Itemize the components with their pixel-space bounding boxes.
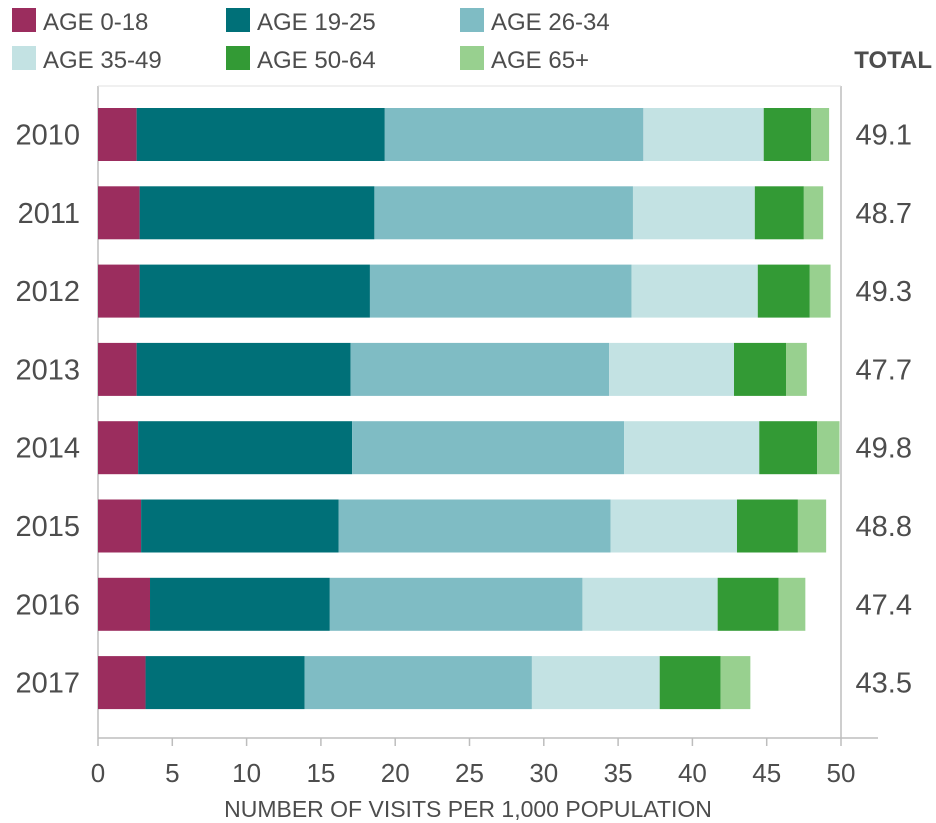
legend-label-2: AGE 19-25 bbox=[257, 9, 376, 36]
bar-2017-segment-1 bbox=[98, 656, 146, 710]
bar-2012-segment-1 bbox=[98, 264, 140, 318]
bar-2014-segment-6 bbox=[817, 421, 840, 475]
bar-2010-segment-5 bbox=[763, 108, 812, 161]
total-value-2013: 47.7 bbox=[856, 354, 912, 386]
bar-2017-segment-3 bbox=[304, 656, 532, 710]
bar-2013-segment-6 bbox=[786, 342, 807, 396]
bar-2010-segment-2 bbox=[136, 108, 385, 161]
bar-2011-segment-5 bbox=[754, 186, 804, 240]
x-axis-title: NUMBER OF VISITS PER 1,000 POPULATION bbox=[224, 796, 712, 822]
bar-2012-segment-3 bbox=[369, 264, 632, 318]
year-label-2015: 2015 bbox=[15, 511, 80, 543]
bar-2016-segment-6 bbox=[778, 577, 806, 631]
legend-label-5: AGE 50-64 bbox=[257, 47, 376, 74]
year-label-2012: 2012 bbox=[15, 276, 80, 308]
x-tick-label-30: 30 bbox=[529, 758, 558, 788]
total-value-2010: 49.1 bbox=[856, 120, 912, 152]
x-tick-label-45: 45 bbox=[752, 758, 781, 788]
plot-frame bbox=[97, 85, 842, 738]
bar-2013-segment-2 bbox=[136, 342, 351, 396]
bar-2012-segment-2 bbox=[139, 264, 370, 318]
x-tick-label-10: 10 bbox=[232, 758, 261, 788]
totals-header: TOTAL bbox=[854, 47, 932, 74]
bar-2017-segment-4 bbox=[531, 656, 660, 710]
x-tick-label-35: 35 bbox=[604, 758, 633, 788]
bar-2014-segment-4 bbox=[624, 421, 760, 475]
bar-2014-segment-1 bbox=[98, 421, 139, 475]
year-label-2017: 2017 bbox=[15, 668, 80, 700]
bar-2010-segment-4 bbox=[643, 108, 764, 161]
bar-2016-segment-3 bbox=[329, 577, 583, 631]
bar-2011-segment-1 bbox=[98, 186, 140, 240]
total-value-2016: 47.4 bbox=[856, 589, 912, 621]
total-value-2011: 48.7 bbox=[856, 198, 912, 230]
bar-2015-segment-3 bbox=[338, 499, 611, 553]
bar-2013-segment-4 bbox=[609, 342, 735, 396]
bar-2012-segment-6 bbox=[809, 264, 831, 318]
totals-column: 49.1 48.7 49.3 47.7 49.8 48.8 47.4 43.5 bbox=[856, 120, 912, 700]
year-labels: 2010 2011 2012 2013 2014 2015 2016 2017 bbox=[15, 120, 80, 700]
total-value-2012: 49.3 bbox=[856, 276, 912, 308]
x-tick-label-40: 40 bbox=[678, 758, 707, 788]
bar-2010-segment-3 bbox=[384, 108, 644, 161]
bar-2011-segment-4 bbox=[632, 186, 755, 240]
bar-2011-segment-6 bbox=[803, 186, 824, 240]
bar-2013-segment-5 bbox=[734, 342, 787, 396]
bar-2015-segment-4 bbox=[610, 499, 737, 553]
x-tick-label-25: 25 bbox=[455, 758, 484, 788]
legend-label-1: AGE 0-18 bbox=[43, 9, 148, 36]
bar-2012-segment-4 bbox=[631, 264, 758, 318]
bar-2016-segment-5 bbox=[717, 577, 779, 631]
year-label-2016: 2016 bbox=[15, 589, 80, 621]
x-axis: 0 5 10 15 20 25 30 35 40 45 50 bbox=[91, 737, 878, 788]
bar-2017-segment-6 bbox=[720, 656, 751, 710]
year-label-2010: 2010 bbox=[15, 120, 80, 152]
bar-2010-segment-1 bbox=[98, 108, 137, 161]
bar-2015-segment-1 bbox=[98, 499, 142, 553]
bar-2017-segment-2 bbox=[145, 656, 305, 710]
bar-2017-segment-5 bbox=[659, 656, 721, 710]
legend-label-6: AGE 65+ bbox=[491, 47, 589, 74]
total-value-2014: 49.8 bbox=[856, 433, 912, 465]
year-label-2013: 2013 bbox=[15, 354, 80, 386]
x-tick-label-50: 50 bbox=[827, 758, 856, 788]
bar-2016-segment-1 bbox=[98, 577, 151, 631]
legend-swatch-4 bbox=[12, 46, 36, 70]
legend-swatch-2 bbox=[226, 8, 250, 32]
bar-2014-segment-3 bbox=[352, 421, 625, 475]
total-value-2017: 43.5 bbox=[856, 668, 912, 700]
x-tick-label-0: 0 bbox=[91, 758, 105, 788]
x-tick-label-20: 20 bbox=[381, 758, 410, 788]
bar-2011-segment-2 bbox=[139, 186, 375, 240]
bar-2015-segment-5 bbox=[736, 499, 798, 553]
legend-swatch-6 bbox=[460, 46, 484, 70]
legend-swatch-3 bbox=[460, 8, 484, 32]
total-value-2015: 48.8 bbox=[856, 511, 912, 543]
bar-2013-segment-3 bbox=[350, 342, 610, 396]
legend-swatch-5 bbox=[226, 46, 250, 70]
bar-2011-segment-3 bbox=[374, 186, 633, 240]
bar-2013-segment-1 bbox=[98, 342, 137, 396]
bar-2012-segment-5 bbox=[757, 264, 810, 318]
bar-2015-segment-2 bbox=[141, 499, 339, 553]
bar-2015-segment-6 bbox=[797, 499, 827, 553]
legend-label-3: AGE 26-34 bbox=[491, 9, 610, 36]
year-label-2014: 2014 bbox=[15, 433, 80, 465]
legend-label-4: AGE 35-49 bbox=[43, 47, 162, 74]
bar-2016-segment-4 bbox=[582, 577, 718, 631]
legend-swatch-1 bbox=[12, 8, 36, 32]
bar-2010-segment-6 bbox=[811, 108, 830, 161]
bars-group bbox=[98, 108, 840, 710]
bar-2016-segment-2 bbox=[150, 577, 330, 631]
bar-2014-segment-5 bbox=[759, 421, 818, 475]
x-tick-label-15: 15 bbox=[306, 758, 335, 788]
bar-2014-segment-2 bbox=[138, 421, 353, 475]
legend: AGE 0-18 AGE 19-25 AGE 26-34 AGE 35-49 AGE 5… bbox=[12, 8, 610, 74]
year-label-2011: 2011 bbox=[18, 198, 80, 230]
x-tick-label-5: 5 bbox=[165, 758, 179, 788]
